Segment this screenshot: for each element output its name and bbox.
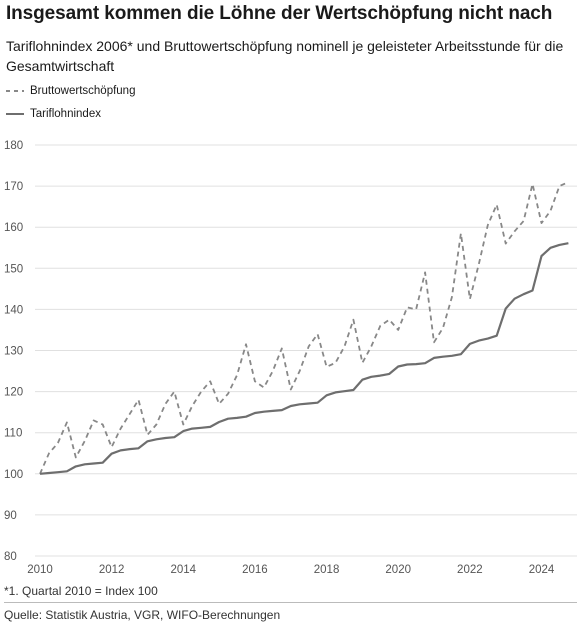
line-chart: 80 90 100 110 120 130 140 150 160 170 180 2010 2012 2…: [4, 140, 577, 576]
y-tick-label: 80: [4, 551, 17, 563]
chart-subtitle: Tariflohnindex 2006* und Bruttowertschöp…: [6, 38, 564, 74]
x-tick-label: 2010: [27, 564, 53, 576]
x-tick-label: 2022: [457, 564, 483, 576]
legend-item-bruttowertschoepfung: Bruttowertschöpfung: [6, 85, 135, 97]
y-tick-label: 160: [4, 222, 23, 234]
y-tick-label: 100: [4, 469, 23, 481]
x-tick-label: 2018: [314, 564, 340, 576]
solid-line-swatch-icon: [6, 113, 24, 115]
y-tick-label: 110: [4, 428, 22, 440]
dashed-line-swatch-icon: [6, 90, 24, 92]
legend-item-tariflohnindex: Tariflohnindex: [6, 108, 101, 120]
y-tick-label: 120: [4, 387, 23, 399]
legend-label-bruttowertschoepfung: Bruttowertschöpfung: [30, 85, 136, 97]
y-tick-label: 140: [4, 304, 23, 316]
x-tick-label: 2014: [170, 564, 196, 576]
x-tick-label: 2016: [242, 564, 268, 576]
legend-label-tariflohnindex: Tariflohnindex: [30, 108, 101, 120]
y-tick-label: 130: [4, 346, 23, 358]
x-tick-label: 2012: [99, 564, 125, 576]
series-line-tariflohnindex: [39, 242, 569, 475]
y-tick-label: 90: [4, 510, 17, 522]
chart-title: Insgesamt kommen die Löhne der Wertschöp…: [6, 3, 553, 24]
y-tick-label: 170: [4, 181, 23, 193]
source-note: Quelle: Statistik Austria, VGR, WIFO-Ber…: [4, 608, 281, 622]
footnote: *1. Quartal 2010 = Index 100: [4, 584, 158, 598]
series-line-bruttowertschoepfung: [39, 181, 569, 475]
y-tick-label: 180: [4, 140, 23, 152]
x-tick-label: 2020: [385, 564, 411, 576]
footer-divider: [4, 602, 577, 603]
y-tick-label: 150: [4, 263, 23, 275]
x-tick-label: 2024: [529, 564, 555, 576]
